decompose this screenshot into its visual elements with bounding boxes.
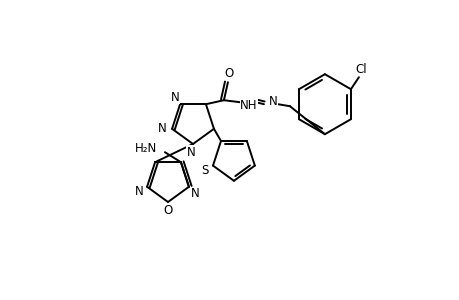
Text: N: N bbox=[170, 91, 179, 104]
Text: O: O bbox=[224, 67, 233, 80]
Text: O: O bbox=[163, 205, 172, 218]
Text: H₂N: H₂N bbox=[134, 142, 157, 155]
Text: N: N bbox=[268, 95, 277, 108]
Text: S: S bbox=[201, 164, 208, 177]
Text: N: N bbox=[186, 146, 195, 158]
Text: N: N bbox=[190, 187, 199, 200]
Text: Cl: Cl bbox=[354, 63, 366, 76]
Text: N: N bbox=[157, 122, 166, 135]
Text: N: N bbox=[134, 185, 143, 198]
Text: NH: NH bbox=[240, 99, 257, 112]
